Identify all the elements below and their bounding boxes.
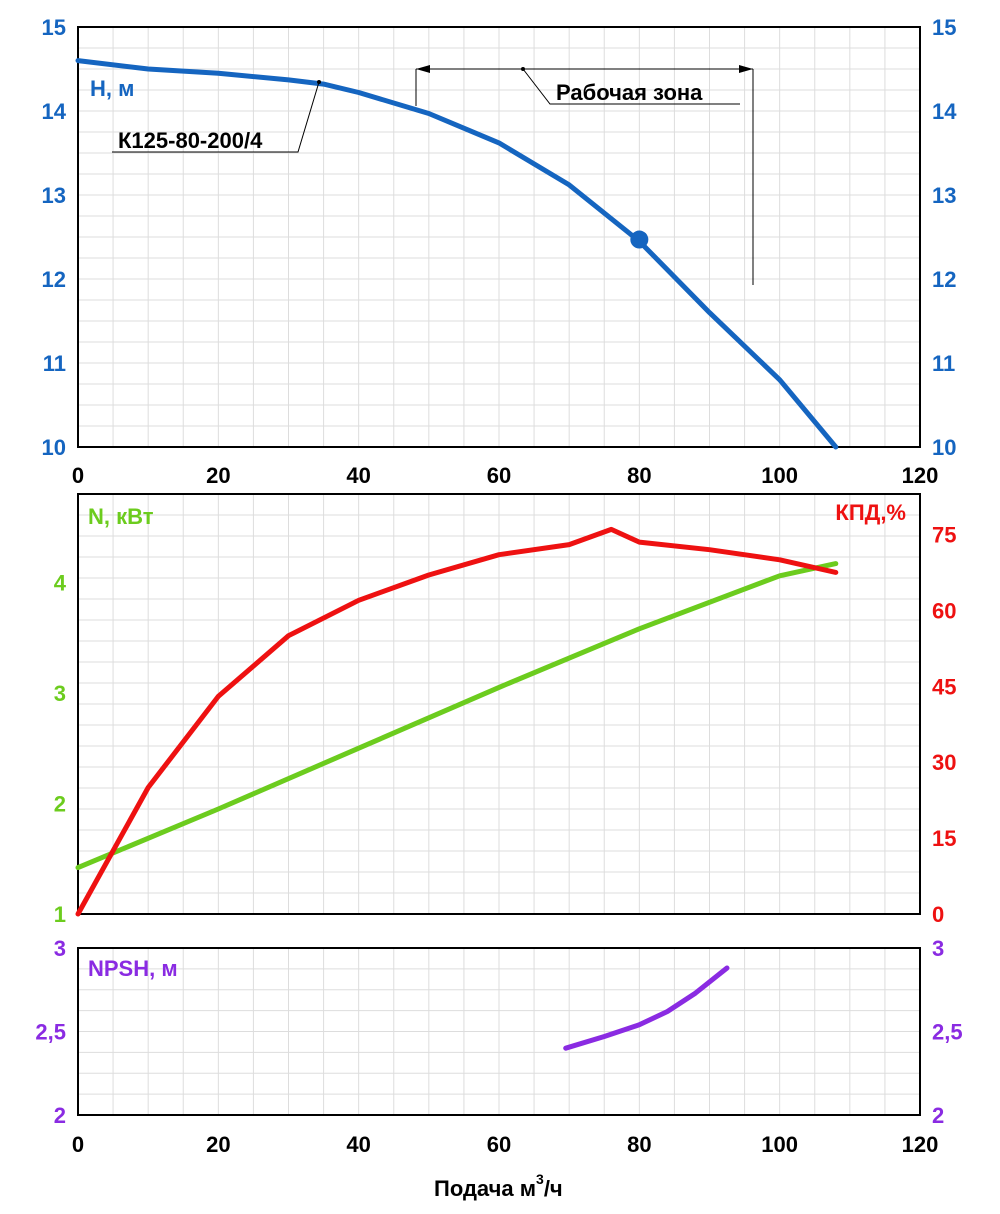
head-y-tick-left: 13: [42, 183, 66, 208]
npsh-y-tick-right: 2: [932, 1103, 944, 1128]
efficiency-y-tick: 30: [932, 750, 956, 775]
efficiency-y-tick: 75: [932, 522, 956, 547]
head-y-tick-right: 15: [932, 15, 956, 40]
efficiency-y-tick: 15: [932, 826, 956, 851]
head-y-tick-right: 10: [932, 435, 956, 460]
head-y-tick-right: 14: [932, 99, 957, 124]
head-y-tick-left: 10: [42, 435, 66, 460]
npsh-x-tick: 40: [346, 1132, 370, 1157]
head-panel-frame: [77, 26, 921, 448]
working-zone-leader: [522, 68, 740, 105]
curve-model-label: К125-80-200/4: [118, 128, 263, 153]
head-curve: [75, 58, 839, 450]
efficiency-curve: [75, 526, 839, 917]
x-axis-title: Подача м3/ч: [434, 1171, 563, 1201]
power-panel-frame: [77, 493, 921, 915]
power-y-tick: 2: [54, 791, 66, 816]
npsh-x-tick: 80: [627, 1132, 651, 1157]
power-curve: [75, 561, 839, 871]
x-axis-title-main: Подача м: [434, 1176, 536, 1201]
efficiency-y-tick: 45: [932, 674, 956, 699]
working-zone-label: Рабочая зона: [556, 80, 703, 105]
head-x-tick: 0: [72, 463, 84, 488]
curve-model-leader: [112, 81, 320, 153]
npsh-panel-frame: [77, 947, 921, 1116]
head-x-tick: 120: [902, 463, 939, 488]
head-y-tick-right: 13: [932, 183, 956, 208]
efficiency-axis-label: КПД,%: [835, 500, 906, 525]
npsh-y-tick-left: 2,5: [35, 1020, 66, 1045]
npsh-y-tick-left: 2: [54, 1103, 66, 1128]
power-y-tick: 1: [54, 902, 66, 927]
x-axis-title-sup: 3: [536, 1171, 544, 1187]
head-y-tick-left: 11: [43, 351, 66, 376]
head-y-tick-left: 14: [42, 99, 67, 124]
working-zone-arrow-left: [416, 65, 430, 73]
x-axis-title-tail: /ч: [544, 1176, 563, 1201]
head-y-tick-right: 11: [932, 351, 955, 376]
efficiency-y-tick: 0: [932, 902, 944, 927]
x-axis-title-text: Подача м3/ч: [434, 1171, 563, 1201]
operating-point: [630, 230, 649, 249]
head-x-tick: 100: [761, 463, 798, 488]
head-x-tick: 80: [627, 463, 651, 488]
curve-model-leader-dot: [317, 80, 321, 84]
panel-frames: [77, 26, 921, 1116]
working-zone-leader-dot: [521, 67, 525, 71]
working-zone-arrow-right: [739, 65, 753, 73]
head-axis-label: H, м: [90, 76, 134, 101]
head-y-tick-right: 12: [932, 267, 956, 292]
npsh-y-tick-left: 3: [54, 936, 66, 961]
efficiency-y-tick: 60: [932, 598, 956, 623]
head-x-tick: 20: [206, 463, 230, 488]
power-y-tick: 4: [54, 570, 67, 595]
head-y-tick-left: 15: [42, 15, 66, 40]
power-axis-label: N, кВт: [88, 504, 154, 529]
head-x-tick: 60: [487, 463, 511, 488]
working-zone-annotation: Рабочая зона: [415, 65, 754, 285]
npsh-y-tick-right: 2,5: [932, 1020, 963, 1045]
head-x-tick: 40: [346, 463, 370, 488]
npsh-y-tick-right: 3: [932, 936, 944, 961]
npsh-curve: [563, 965, 730, 1051]
power-y-tick: 3: [54, 681, 66, 706]
npsh-x-tick: 20: [206, 1132, 230, 1157]
curve-model-annotation: К125-80-200/4: [112, 80, 321, 153]
npsh-x-tick: 60: [487, 1132, 511, 1157]
npsh-x-tick: 0: [72, 1132, 84, 1157]
npsh-x-tick: 120: [902, 1132, 939, 1157]
npsh-axis-label: NPSH, м: [88, 956, 178, 981]
head-y-tick-left: 12: [42, 267, 66, 292]
npsh-x-tick: 100: [761, 1132, 798, 1157]
data-curves: [75, 58, 839, 1051]
